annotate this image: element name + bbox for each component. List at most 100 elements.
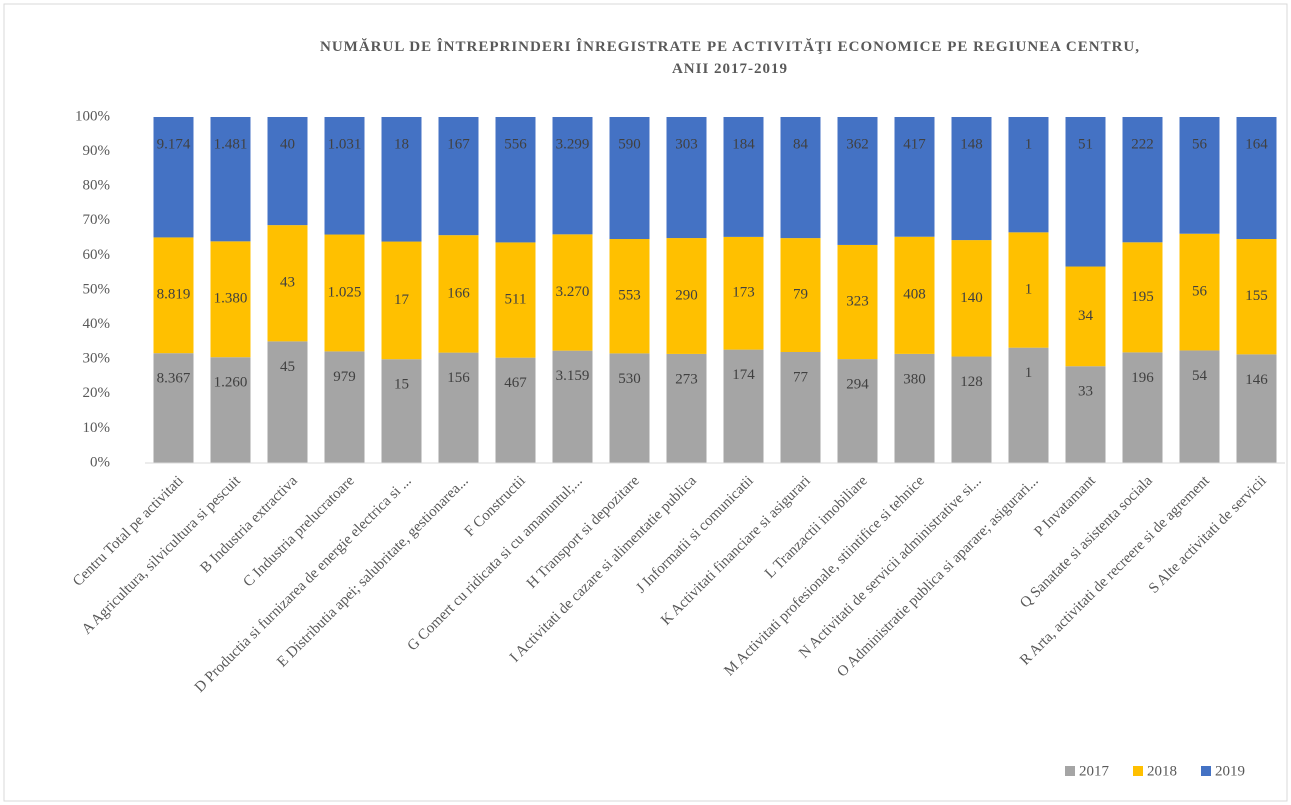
data-label: 56 <box>1192 284 1208 300</box>
bar-segment <box>1179 350 1220 463</box>
data-label: 3.299 <box>556 136 590 152</box>
bar-segment <box>381 359 422 463</box>
bar-segment <box>381 117 422 242</box>
data-label: 530 <box>618 371 641 387</box>
bar-segment <box>1122 117 1163 243</box>
bar-segment <box>267 225 308 342</box>
data-label: 84 <box>793 136 809 152</box>
x-tick-label: M Activitati profesionale, stiintifice s… <box>721 473 928 680</box>
bar-segment <box>210 357 251 463</box>
bar-segment <box>210 241 251 358</box>
data-label: 222 <box>1131 136 1154 152</box>
data-label: 1 <box>1025 365 1033 381</box>
data-label: 51 <box>1078 136 1093 152</box>
y-tick-label: 0% <box>90 454 110 470</box>
y-tick-label: 100% <box>75 108 110 124</box>
bar-segment <box>894 117 935 237</box>
bar-segment <box>438 352 479 463</box>
bar-segment <box>723 117 764 237</box>
legend-label: 2018 <box>1147 763 1177 779</box>
data-label: 511 <box>505 291 527 307</box>
data-label: 3.270 <box>556 284 590 300</box>
bar-segment <box>1179 117 1220 234</box>
bar-segment <box>1008 117 1049 233</box>
legend-label: 2019 <box>1215 763 1245 779</box>
data-label: 166 <box>447 285 470 301</box>
chart-title: NUMĂRUL DE ÎNTREPRINDERI ÎNREGISTRATE PE… <box>320 39 1140 77</box>
bar-segment <box>438 235 479 353</box>
bar-segment <box>894 353 935 463</box>
data-label: 1.260 <box>214 375 248 391</box>
legend-swatch <box>1201 766 1211 776</box>
data-label: 1.380 <box>214 291 248 307</box>
bar-segment <box>324 351 365 463</box>
bar-segment <box>780 238 821 352</box>
bar-segment <box>1065 266 1106 367</box>
data-label: 556 <box>504 136 527 152</box>
data-label: 164 <box>1245 136 1268 152</box>
data-label: 1 <box>1025 136 1033 152</box>
data-label: 45 <box>280 359 295 375</box>
bar-segment <box>666 117 707 239</box>
data-label: 273 <box>675 371 698 387</box>
bar-segment <box>552 117 593 235</box>
bar-segment <box>780 117 821 239</box>
data-label: 17 <box>394 292 410 308</box>
data-label: 380 <box>903 371 926 387</box>
data-label: 79 <box>793 286 808 302</box>
x-tick-label: Centru Total pe activitati <box>70 473 187 590</box>
bar-segment <box>1008 232 1049 348</box>
data-label: 196 <box>1131 370 1154 386</box>
bar-segment <box>837 244 878 360</box>
chart-border <box>3 3 1288 802</box>
bar-segment <box>495 357 536 463</box>
data-label: 18 <box>394 136 409 152</box>
bar-segment <box>1179 233 1220 351</box>
data-label: 1 <box>1025 281 1033 297</box>
data-label: 553 <box>618 288 641 304</box>
bar-segment <box>837 359 878 463</box>
data-label: 467 <box>504 375 527 391</box>
data-label: 323 <box>846 293 869 309</box>
y-tick-label: 90% <box>83 143 111 159</box>
data-label: 43 <box>280 275 295 291</box>
bar-segment <box>723 236 764 350</box>
bar-segment <box>153 117 194 238</box>
y-tick-label: 60% <box>83 247 111 263</box>
data-label: 195 <box>1131 289 1154 305</box>
data-label: 33 <box>1078 384 1093 400</box>
legend-swatch <box>1065 766 1075 776</box>
bar-segment <box>837 117 878 245</box>
y-tick-label: 20% <box>83 385 111 401</box>
bar-segment <box>153 237 194 354</box>
data-label: 155 <box>1245 288 1268 304</box>
legend-swatch <box>1133 766 1143 776</box>
y-tick-label: 10% <box>83 420 111 436</box>
data-label: 54 <box>1192 368 1208 384</box>
data-label: 184 <box>732 136 755 152</box>
data-label: 167 <box>447 136 470 152</box>
bar-segment <box>1122 352 1163 463</box>
bar-segment <box>324 117 365 235</box>
data-label: 1.025 <box>328 284 362 300</box>
bar-segment <box>495 242 536 358</box>
bar-segment <box>609 117 650 240</box>
x-tick-label: H Transport si depozitare <box>524 473 643 592</box>
bar-segment <box>324 234 365 352</box>
data-label: 417 <box>903 136 926 152</box>
bar-segment <box>153 353 194 463</box>
x-tick-label: D Productia si furnizarea de energie ele… <box>192 473 415 696</box>
bar-segment <box>267 341 308 463</box>
data-label: 77 <box>793 369 809 385</box>
bar-segment <box>723 349 764 463</box>
data-label: 290 <box>675 287 698 303</box>
x-tick-label: B Industria extractiva <box>198 473 301 576</box>
bar-segment <box>552 350 593 463</box>
bar-segment <box>381 241 422 360</box>
data-label: 1.481 <box>214 136 248 152</box>
bar-segment <box>780 351 821 463</box>
data-label: 590 <box>618 136 641 152</box>
x-tick-label: J Informatii si comunicatii <box>633 473 757 597</box>
data-label: 294 <box>846 377 869 393</box>
data-label: 56 <box>1192 136 1208 152</box>
